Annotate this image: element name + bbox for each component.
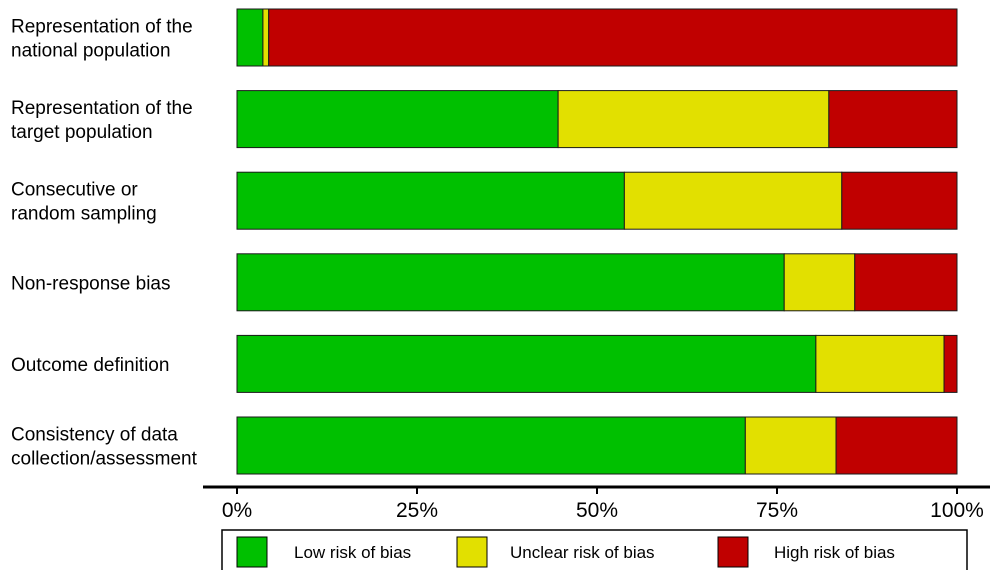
bar-segment-2-2 <box>557 90 830 149</box>
x-tick-label: 75% <box>756 499 798 522</box>
category-label-line: collection/assessment <box>11 449 198 470</box>
legend-label-3: High risk of bias <box>774 543 895 562</box>
legend-swatch-3 <box>717 536 749 568</box>
legend-label-1: Low risk of bias <box>294 543 411 562</box>
category-label-6: Consistency of data collection/assessment <box>11 425 198 470</box>
x-tick-label: 25% <box>396 499 438 522</box>
category-label-line: Representation of the <box>11 98 193 119</box>
bar-segment-3-1 <box>236 171 625 230</box>
category-label-2: Representation of the target population <box>11 98 193 143</box>
bar-segment-4-3 <box>854 253 958 312</box>
bar-segment-2-1 <box>236 90 559 149</box>
bars-group <box>236 8 958 475</box>
bar-segment-5-3 <box>943 334 958 393</box>
legend-label-2: Unclear risk of bias <box>510 543 655 562</box>
legend-swatch-2 <box>456 536 488 568</box>
x-tick-label: 100% <box>930 499 984 522</box>
category-label-line: Non-response bias <box>11 273 170 294</box>
category-label-line: Representation of the <box>11 17 193 38</box>
category-labels: Representation of the national population… <box>11 17 198 470</box>
bar-segment-5-2 <box>815 334 945 393</box>
category-label-line: Consecutive or <box>11 180 138 201</box>
x-axis: 0% 25% 50% 75% 100% <box>203 485 990 522</box>
bar-segment-6-2 <box>744 416 837 475</box>
bar-segment-1-3 <box>268 8 958 67</box>
x-tick-label: 0% <box>222 499 252 522</box>
bar-segment-2-3 <box>828 90 958 149</box>
category-label-1: Representation of the national population <box>11 17 193 62</box>
category-label-line: Outcome definition <box>11 355 169 376</box>
category-label-4: Non-response bias <box>11 273 170 294</box>
bar-segment-1-2 <box>262 8 270 67</box>
x-tick-label: 50% <box>576 499 618 522</box>
category-label-line: random sampling <box>11 204 157 225</box>
bar-segment-6-3 <box>835 416 958 475</box>
legend-swatch-1 <box>236 536 268 568</box>
category-label-line: national population <box>11 41 171 62</box>
bar-segment-1-1 <box>236 8 264 67</box>
bar-segment-5-1 <box>236 334 817 393</box>
category-label-line: Consistency of data <box>11 425 178 446</box>
bar-segment-3-3 <box>841 171 958 230</box>
legend-box <box>221 529 968 570</box>
legend: Low risk of bias Unclear risk of bias High… <box>221 529 968 570</box>
bar-segment-4-2 <box>783 253 856 312</box>
bar-segment-3-2 <box>623 171 843 230</box>
category-label-line: target population <box>11 122 153 143</box>
category-label-3: Consecutive or random sampling <box>11 180 157 225</box>
category-label-5: Outcome definition <box>11 355 169 376</box>
bar-segment-6-1 <box>236 416 746 475</box>
bar-segment-4-1 <box>236 253 785 312</box>
